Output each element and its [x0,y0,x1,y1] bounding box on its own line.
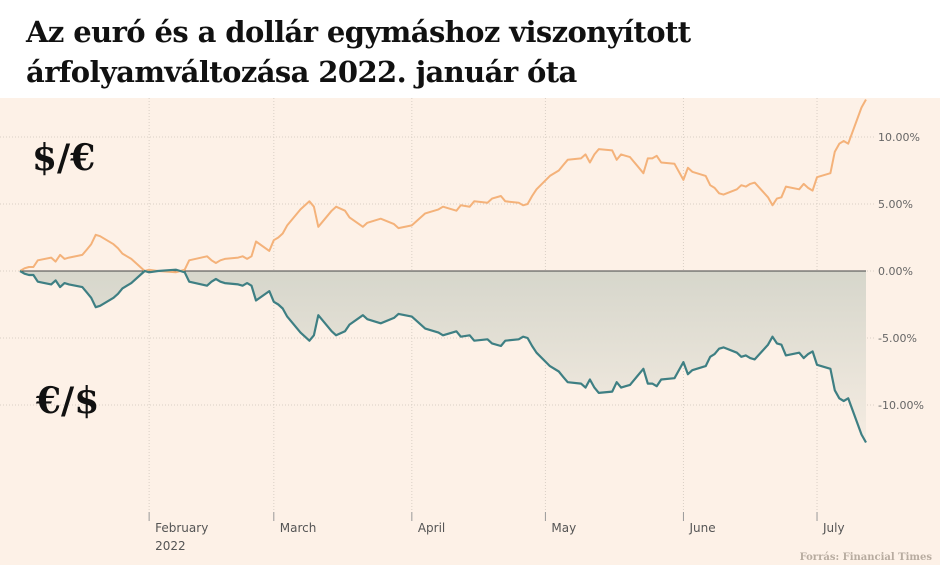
series-label-usd-per-eur: $/€ [32,137,95,179]
series-label-eur-per-usd: €/$ [35,380,99,422]
y-tick-label: 5.00% [878,198,913,211]
area-fill-eur-per-usd [20,269,866,443]
x-tick-sublabel: 2022 [155,539,186,553]
x-tick-label: July [822,521,845,535]
x-tick-label: May [551,521,576,535]
y-tick-label: 0.00% [878,265,913,278]
y-tick-label: -5.00% [878,332,917,345]
x-tick-label: February [155,521,208,535]
x-axis: February 2022 March April May June July [148,512,845,553]
x-tick-label: June [688,521,715,535]
chart-title: Az euró és a dollár egymáshoz viszonyíto… [26,15,691,89]
x-tick-label: March [280,521,317,535]
x-tick-label: April [418,521,445,535]
y-tick-label: 10.00% [878,131,920,144]
y-axis: 10.00% 5.00% 0.00% -5.00% -10.00% [878,131,924,412]
y-tick-label: -10.00% [878,399,924,412]
series-line-eur-per-usd [19,268,867,444]
source-note: Forrás: Financial Times [800,552,933,563]
